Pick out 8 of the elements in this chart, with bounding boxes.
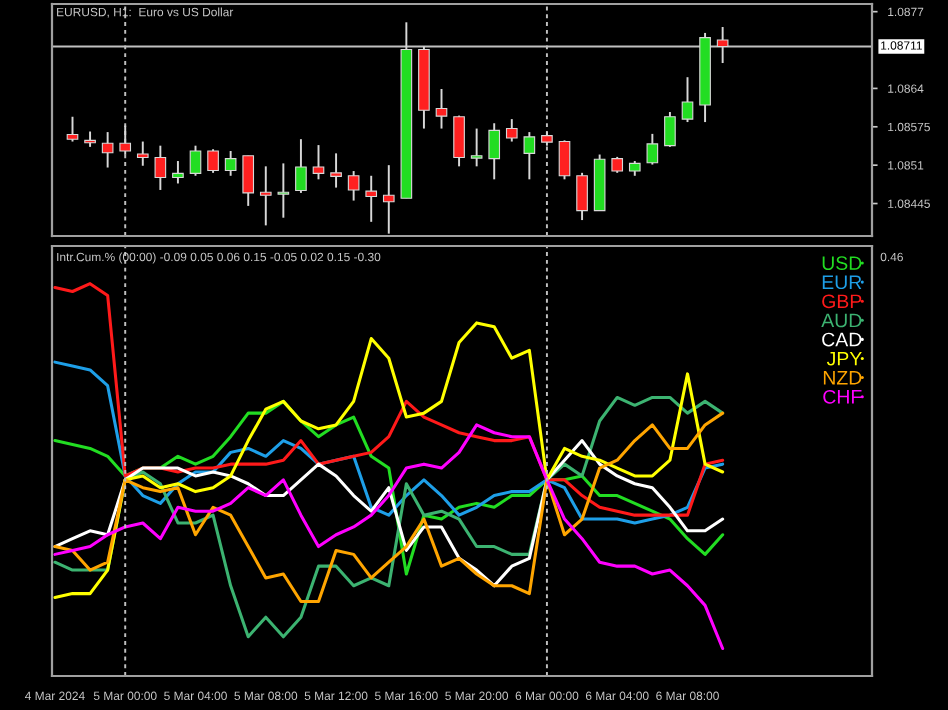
legend-label: CAD <box>822 332 862 347</box>
legend-label: GBP <box>822 294 862 309</box>
legend-label: NZD <box>823 371 862 385</box>
legend-label: USD <box>822 256 862 270</box>
legend-label: AUD <box>821 313 862 328</box>
legend-label: CHF <box>823 389 862 404</box>
legend-label: EUR <box>822 275 862 290</box>
legend-label: JPY <box>826 351 862 366</box>
